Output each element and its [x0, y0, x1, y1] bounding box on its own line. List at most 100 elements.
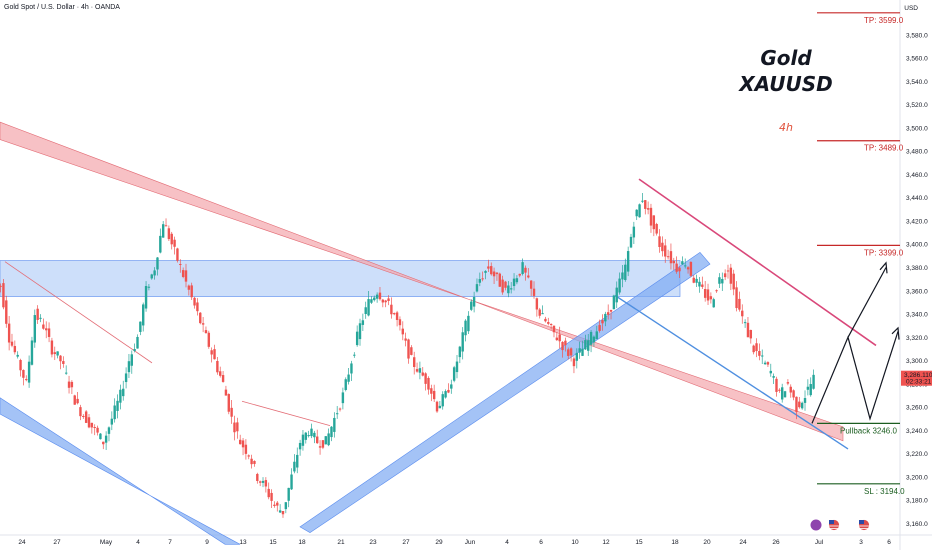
candle-body: [167, 228, 171, 240]
candle-body: [367, 299, 370, 316]
candle-body: [87, 417, 91, 428]
candle-body: [281, 510, 285, 515]
candle-body: [113, 405, 116, 420]
candle-body: [284, 502, 288, 510]
x-tick-label: 4: [505, 539, 509, 546]
y-tick-label: 3,360.0: [906, 288, 928, 295]
candle-body: [324, 436, 327, 445]
candle-body: [361, 320, 365, 325]
candle-body: [509, 288, 513, 290]
candle-body: [179, 264, 182, 266]
candle-body: [216, 360, 219, 373]
candle-body: [193, 297, 196, 306]
candle-body: [444, 391, 447, 398]
candle-body: [384, 300, 387, 303]
candle-body: [461, 332, 464, 352]
level-label-sl: SL : 3194.0: [864, 487, 905, 496]
candle-body: [347, 374, 350, 382]
candle-body: [755, 343, 758, 352]
x-tick-label: 7: [168, 539, 172, 546]
candle-body: [187, 285, 191, 290]
candle-body: [481, 278, 484, 280]
y-tick-label: 3,300.0: [906, 358, 928, 365]
y-tick-label: 3,560.0: [906, 56, 928, 63]
candle-body: [532, 288, 536, 296]
y-tick-label: 3,420.0: [906, 218, 928, 225]
candle-body: [492, 271, 496, 277]
red-descending-channel: [0, 121, 844, 442]
candle-body: [775, 378, 778, 392]
candle-body: [133, 349, 136, 351]
y-tick-label: 3,240.0: [906, 428, 928, 435]
x-tick-label: 27: [53, 539, 61, 546]
candle-body: [669, 251, 673, 264]
candle-body: [110, 418, 114, 425]
candle-body: [441, 394, 444, 407]
candle-body: [649, 207, 653, 226]
candle-body: [301, 434, 305, 446]
candle-body: [264, 480, 268, 487]
candle-body: [221, 375, 225, 382]
candle-body: [73, 395, 76, 405]
candle-body: [278, 510, 282, 513]
x-tick-label: 20: [703, 539, 711, 546]
x-tick-label: 9: [205, 539, 209, 546]
candle-body: [213, 349, 216, 360]
candle-body: [395, 312, 399, 320]
candle-body: [119, 389, 122, 403]
candle-body: [381, 299, 385, 303]
candle-body: [256, 473, 259, 481]
candle-body: [253, 461, 256, 464]
candle-body: [353, 354, 356, 356]
candle-body: [772, 376, 775, 378]
candle-body: [122, 388, 125, 397]
candle-body: [692, 277, 695, 283]
candle-body: [812, 374, 815, 389]
candle-body: [164, 225, 168, 227]
candle-body: [472, 296, 476, 307]
candle-body: [795, 396, 798, 412]
candle-body: [250, 458, 253, 465]
candle-body: [173, 239, 176, 247]
candle-body: [90, 422, 94, 428]
candle-body: [156, 257, 159, 270]
event-icon: [810, 519, 822, 531]
candle-body: [64, 372, 68, 374]
candle-body: [176, 248, 179, 261]
candle-body: [555, 337, 559, 341]
x-tick-label: 6: [539, 539, 543, 546]
candle-body: [413, 357, 416, 367]
candle-body: [33, 315, 37, 343]
candle-body: [709, 296, 713, 300]
candle-body: [350, 363, 353, 374]
x-tick-label: 10: [571, 539, 579, 546]
candle-body: [749, 329, 753, 339]
y-tick-label: 3,260.0: [906, 405, 928, 412]
candle-body: [678, 267, 681, 272]
candle-body: [741, 310, 744, 317]
candle-body: [19, 359, 22, 371]
candle-body: [104, 435, 108, 443]
y-tick-label: 3,400.0: [906, 242, 928, 249]
candle-body: [330, 426, 333, 438]
candle-body: [684, 265, 687, 267]
candle-body: [621, 272, 624, 280]
x-tick-label: 12: [602, 539, 610, 546]
candle-body: [624, 264, 627, 281]
candle-body: [504, 281, 507, 288]
candle-body: [538, 309, 541, 316]
candle-body: [170, 233, 173, 245]
candle-body: [410, 347, 413, 355]
candle-body: [159, 235, 162, 253]
candle-body: [789, 386, 792, 393]
candle-body: [427, 377, 430, 390]
candle-body: [664, 245, 667, 257]
candle-body: [116, 400, 119, 411]
candle-body: [201, 323, 205, 325]
candle-body: [27, 361, 31, 383]
candle-body: [638, 204, 641, 218]
level-label-tp: TP: 3599.0: [864, 16, 904, 25]
candle-body: [298, 442, 302, 450]
